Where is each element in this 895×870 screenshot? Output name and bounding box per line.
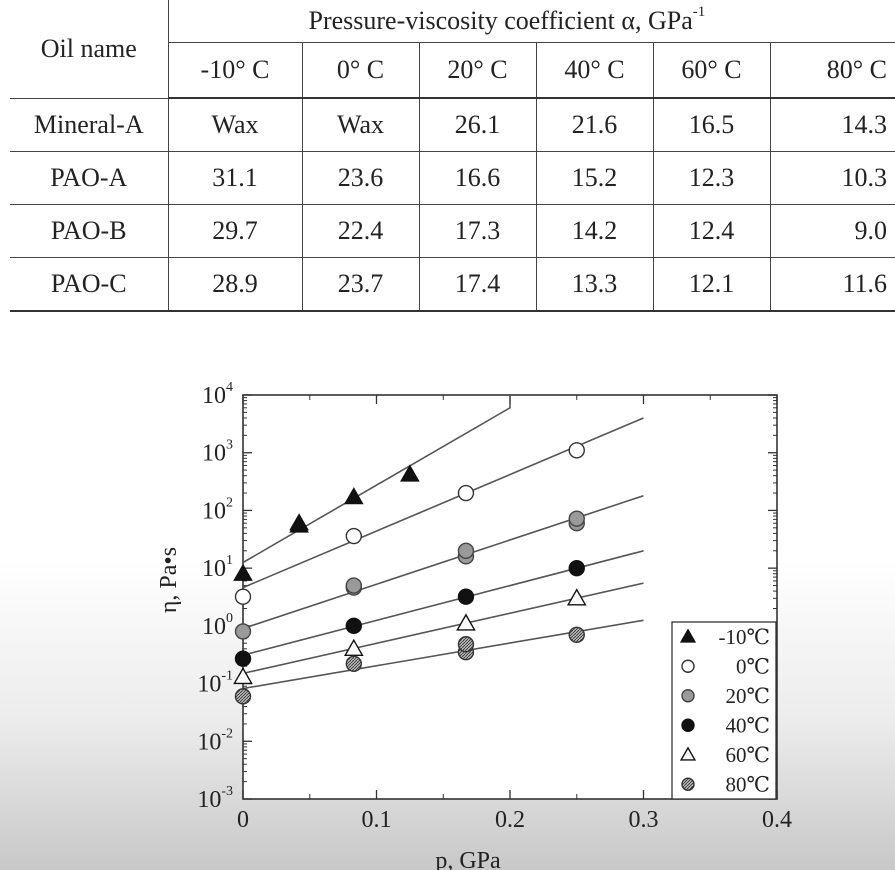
data-point (343, 487, 364, 505)
table-cell: 10.3 (769, 151, 895, 205)
x-tick-label: 0.1 (362, 807, 392, 833)
temp-header: 20° C (418, 42, 537, 99)
table-row: PAO-A 31.1 23.6 16.6 15.2 12.3 10.3 (10, 151, 895, 205)
table-cell: 31.1 (167, 151, 303, 205)
table-cell: 12.3 (652, 151, 771, 205)
legend-label: 60℃ (726, 743, 771, 767)
y-tick-label: 100 (202, 611, 233, 640)
x-tick-label: 0 (237, 807, 249, 833)
legend-marker (681, 689, 695, 703)
x-axis-label: p, GPa (435, 848, 501, 870)
data-point (345, 527, 363, 545)
y-tick-label: 103 (202, 438, 233, 467)
y-tick-label: 101 (202, 553, 233, 582)
data-point (457, 588, 475, 605)
data-point (234, 650, 252, 667)
data-point (568, 442, 585, 459)
data-point (289, 513, 309, 531)
table-cell: 15.2 (535, 151, 654, 205)
table-cell: Wax (301, 97, 420, 152)
table-cell: Wax (167, 97, 303, 152)
table-cell: 12.1 (652, 257, 771, 312)
table-row: PAO-B 29.7 22.4 17.3 14.2 12.4 9.0 (10, 204, 895, 258)
table-cell: 23.7 (301, 257, 420, 312)
legend-label: -10℃ (719, 625, 771, 649)
table-cell: 21.6 (535, 97, 654, 152)
legend-label: 20℃ (726, 684, 771, 708)
data-point (400, 464, 420, 482)
table-cell: 29.7 (167, 204, 303, 258)
oil-name-cell: PAO-A (10, 151, 169, 205)
table-cell: 11.6 (769, 257, 895, 312)
data-point (345, 577, 363, 594)
y-tick-label: 102 (202, 495, 233, 524)
data-point (457, 484, 475, 502)
table-cell: 26.1 (418, 97, 537, 152)
table-cell: 14.2 (535, 204, 654, 258)
data-points (233, 442, 587, 705)
data-point (345, 655, 363, 673)
table-cell: 28.9 (167, 257, 303, 312)
y-axis-label: η, Pa•s (156, 547, 182, 613)
x-tick-label: 0.4 (762, 807, 792, 833)
table-cell: 22.4 (301, 204, 420, 258)
y-tick-label: 10-1 (197, 669, 233, 698)
legend-label: 40℃ (726, 713, 771, 737)
table-cell: 13.3 (535, 257, 654, 312)
data-point (233, 666, 253, 685)
table-cell: 9.0 (769, 204, 895, 258)
data-point (457, 636, 475, 653)
y-tick-label: 104 (202, 380, 233, 409)
alpha-table: Oil name Pressure-viscosity coefficient … (10, 0, 895, 312)
table-cell: 23.6 (301, 151, 420, 205)
x-tick-label: 0.2 (495, 807, 525, 833)
table-cell: 12.4 (652, 204, 771, 258)
table-row: Mineral-A Wax Wax 26.1 21.6 16.5 14.3 (10, 97, 895, 152)
table-cell: 17.3 (418, 204, 537, 258)
y-tick-label: 10-3 (197, 784, 233, 813)
data-point (345, 617, 363, 635)
temp-header: -10° C (167, 42, 303, 99)
data-point (456, 613, 476, 631)
legend: -10℃ 0℃ 20℃ 40℃ 60℃ 80℃ (671, 621, 777, 800)
legend-label: 80℃ (726, 772, 771, 796)
data-point (234, 623, 252, 640)
data-point (234, 688, 252, 705)
legend-marker (681, 659, 695, 673)
data-point (457, 542, 475, 559)
temp-header: 40° C (535, 42, 654, 99)
data-point (568, 559, 585, 577)
oil-name-cell: PAO-B (10, 204, 169, 258)
legend-marker (679, 746, 697, 761)
data-point (568, 626, 585, 643)
legend-label: 0℃ (736, 654, 770, 678)
table-cell: 17.4 (418, 257, 537, 312)
table-cell: 16.5 (652, 97, 771, 152)
alpha-group-header: Pressure-viscosity coefficient α, GPa-1 (167, 0, 895, 43)
x-tick-label: 0.3 (629, 807, 659, 833)
oil-name-header: Oil name (10, 0, 169, 99)
legend-marker (681, 718, 695, 732)
y-tick-labels: 10-3 10-2 10-1 100 101 102 103 104 (197, 380, 233, 813)
data-point (234, 588, 252, 605)
x-tick-labels: 0 0.1 0.2 0.3 0.4 (237, 807, 792, 833)
legend-box (671, 621, 777, 800)
y-tick-label: 10-2 (197, 726, 233, 755)
data-point (566, 588, 587, 606)
legend-marker (679, 628, 697, 643)
legend-marker (681, 777, 695, 791)
oil-name-cell: PAO-C (10, 257, 169, 312)
fit-line (242, 395, 511, 564)
data-point (568, 510, 585, 527)
temp-header: 80° C (769, 42, 895, 99)
oil-name-cell: Mineral-A (10, 97, 169, 152)
data-point (233, 563, 253, 581)
table-row: PAO-C 28.9 23.7 17.4 13.3 12.1 11.6 (10, 257, 895, 312)
data-point (343, 638, 364, 656)
